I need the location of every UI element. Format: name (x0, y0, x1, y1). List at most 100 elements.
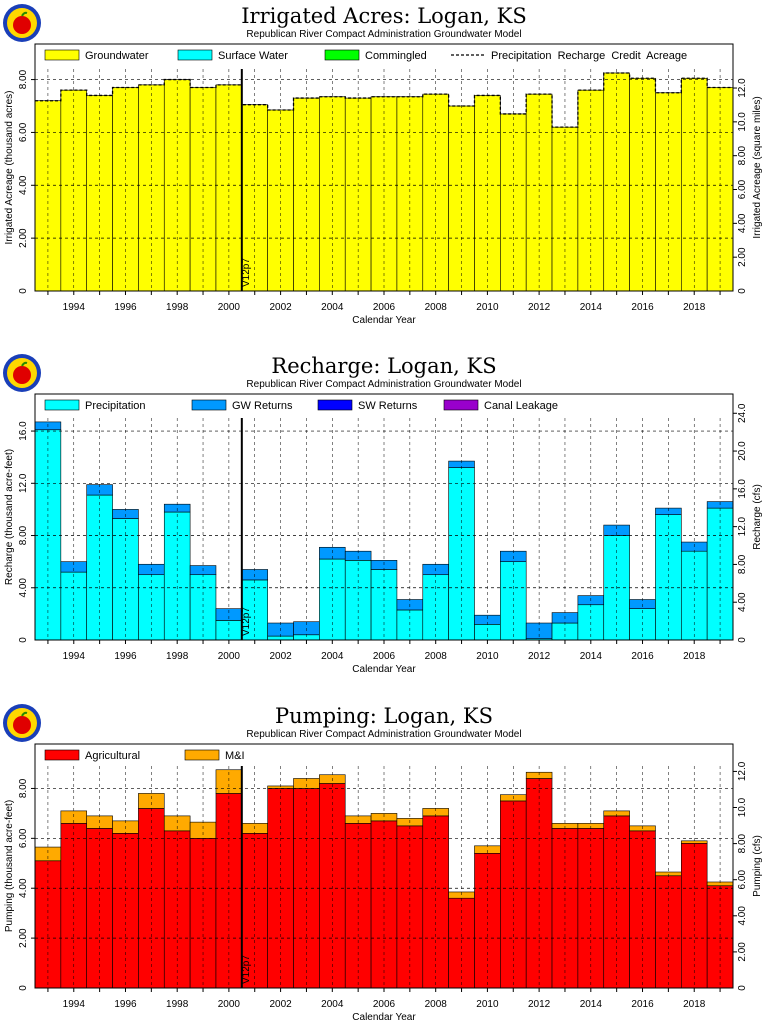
legend-label: SW Returns (358, 400, 418, 412)
x-tick-label: 2004 (321, 651, 344, 662)
bar (603, 524, 630, 536)
x-tick-label: 2002 (269, 651, 292, 662)
chart-subtitle: Republican River Compact Administration … (246, 29, 522, 40)
legend-label: Surface Water (218, 50, 288, 62)
x-tick-label: 1996 (114, 999, 137, 1010)
chart-title: Recharge: Logan, KS (271, 354, 497, 378)
x-tick-label: 2006 (373, 651, 396, 662)
bar (86, 828, 113, 989)
chart-subtitle: Republican River Compact Administration … (246, 379, 522, 390)
irrigated-acres-chart: V12p7 Groundwater Surface Water Commingled P… (4, 43, 763, 326)
y2-tick-label: 20.0 (737, 441, 748, 461)
x-tick-label: 2018 (683, 302, 706, 313)
y-tick-label: 12.0 (18, 473, 29, 493)
legend-label: Agricultural (85, 750, 140, 762)
version-marker-label: V12p7 (241, 258, 252, 287)
legend-swatch (317, 399, 353, 411)
bar (215, 84, 243, 292)
y-axis-label: Recharge (thousand acre-feet) (4, 449, 15, 585)
x-tick-label: 1996 (114, 651, 137, 662)
y-tick-label: 0 (18, 288, 29, 294)
bar (680, 843, 708, 989)
x-tick-label: 2008 (425, 302, 448, 313)
x-tick-label: 2014 (580, 651, 603, 662)
y2-tick-label: 10.0 (737, 797, 748, 817)
y-tick-label: 2.00 (18, 928, 29, 948)
y-axis-label: Irrigated Acreage (thousand acres) (4, 91, 15, 245)
bar (474, 624, 501, 641)
x-tick-label: 2004 (321, 302, 344, 313)
chart-title: Irrigated Acres: Logan, KS (241, 4, 527, 28)
y2-tick-label: 10.0 (737, 112, 748, 132)
y-axis-label: Pumping (thousand acre-feet) (4, 800, 15, 932)
legend-swatch (443, 399, 479, 411)
y2-axis-label: Pumping (cfs) (752, 835, 763, 897)
series-line (35, 72, 733, 128)
y2-tick-label: 0 (737, 985, 748, 991)
x-tick-label: 2016 (631, 302, 654, 313)
y2-tick-label: 4.00 (737, 592, 748, 612)
y2-axis-label: Recharge (cfs) (752, 484, 763, 550)
y-tick-label: 0 (18, 637, 29, 643)
y2-axis-label: Irrigated Acreage (square miles) (752, 96, 763, 238)
x-tick-label: 1998 (166, 651, 189, 662)
y2-tick-label: 12.0 (737, 761, 748, 781)
bar (138, 84, 165, 292)
legend-swatch (324, 49, 360, 61)
y2-tick-label: 6.00 (737, 870, 748, 890)
x-tick-label: 2006 (373, 302, 396, 313)
x-axis-label: Calendar Year (352, 664, 416, 675)
bar (680, 840, 708, 844)
chart-panel-pumping: Pumping: Logan, KS Republican River Comp… (0, 700, 768, 1024)
legend-label: M&I (225, 750, 245, 762)
apple-logo-icon (2, 353, 42, 393)
x-tick-label: 2018 (683, 999, 706, 1010)
legend-swatch (177, 49, 213, 61)
x-tick-label: 2012 (528, 302, 551, 313)
legend-label: Commingled (365, 50, 427, 62)
y2-tick-label: 0 (737, 637, 748, 643)
legend-swatch (191, 399, 227, 411)
bar (86, 494, 113, 641)
x-tick-label: 1996 (114, 302, 137, 313)
x-tick-label: 1998 (166, 302, 189, 313)
bar (215, 793, 243, 989)
legend-label: Precipitation (85, 400, 146, 412)
x-tick-label: 2006 (373, 999, 396, 1010)
y2-tick-label: 0 (737, 288, 748, 294)
y2-tick-label: 6.00 (737, 179, 748, 199)
y-tick-label: 6.00 (18, 828, 29, 848)
x-tick-label: 2010 (476, 302, 499, 313)
apple-logo-icon (2, 3, 42, 43)
version-marker-label: V12p7 (241, 955, 252, 984)
bar (603, 815, 630, 989)
y2-tick-label: 24.0 (737, 403, 748, 423)
x-tick-label: 2014 (580, 999, 603, 1010)
bar (474, 95, 501, 292)
legend-swatch (44, 49, 80, 61)
y2-tick-label: 8.00 (737, 554, 748, 574)
x-tick-label: 2008 (425, 999, 448, 1010)
legend-swatch (44, 749, 80, 761)
x-axis-label: Calendar Year (352, 315, 416, 326)
legend-swatch (184, 749, 220, 761)
x-tick-label: 1994 (63, 302, 86, 313)
bar (138, 793, 165, 809)
version-marker-label: V12p7 (241, 607, 252, 636)
chart-title: Pumping: Logan, KS (275, 704, 493, 728)
x-tick-label: 1994 (63, 651, 86, 662)
x-tick-label: 2016 (631, 651, 654, 662)
y-tick-label: 0 (18, 985, 29, 991)
y2-tick-label: 12.0 (737, 78, 748, 98)
x-tick-label: 2002 (269, 999, 292, 1010)
y-tick-label: 4.00 (18, 878, 29, 898)
x-tick-label: 2012 (528, 999, 551, 1010)
legend-label: Canal Leakage (484, 400, 558, 412)
y2-tick-label: 8.00 (737, 833, 748, 853)
recharge-chart: V12p7 Precipitation GW Returns SW Returns Ca… (4, 393, 763, 675)
chart-subtitle: Republican River Compact Administration … (246, 729, 522, 740)
bar (189, 821, 217, 839)
bar (474, 853, 501, 989)
x-tick-label: 1994 (63, 999, 86, 1010)
x-tick-label: 1998 (166, 999, 189, 1010)
